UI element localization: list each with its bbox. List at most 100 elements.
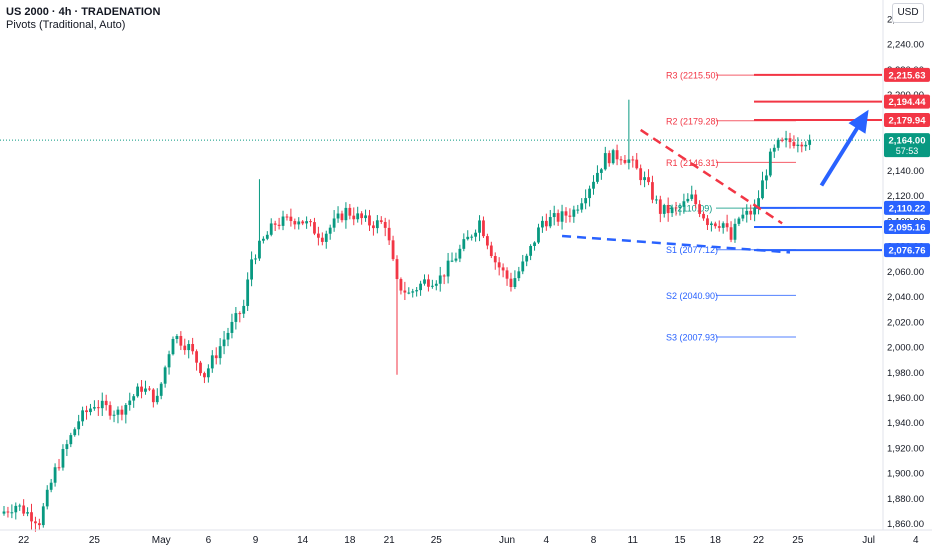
candle-body <box>505 270 509 279</box>
candle-body <box>489 245 493 257</box>
candle-body <box>517 271 521 279</box>
candle <box>635 153 639 170</box>
candle-body <box>206 368 210 378</box>
candle <box>159 382 163 400</box>
candle <box>674 201 678 216</box>
candle-body <box>493 256 497 263</box>
candle-body <box>372 225 375 229</box>
candle <box>721 221 725 234</box>
candle <box>599 167 603 180</box>
candle-body <box>203 373 206 378</box>
levels-layer: R3 (2215.50)R2 (2179.28)R1 (2146.31)P (2… <box>0 71 882 343</box>
candle <box>694 189 698 209</box>
candle <box>623 155 627 165</box>
price-axis-tag: 2,110.22 <box>884 200 930 215</box>
candle-body <box>116 409 120 415</box>
candle-body <box>627 159 631 163</box>
candle <box>242 299 246 318</box>
candle <box>14 502 18 520</box>
candle-body <box>544 220 548 227</box>
candle <box>37 518 41 531</box>
candle-body <box>548 217 552 227</box>
candle <box>493 252 497 270</box>
candle-body <box>368 215 371 226</box>
candle-body <box>721 223 725 228</box>
candle-body <box>108 405 112 416</box>
candle <box>462 233 466 252</box>
candle-body <box>144 388 147 392</box>
candle-body <box>713 223 717 227</box>
candle <box>57 458 61 471</box>
candle-body <box>706 218 709 226</box>
candle-body <box>301 221 305 224</box>
candle-body <box>482 220 485 237</box>
candle <box>179 331 183 351</box>
candle <box>423 274 426 286</box>
candle-body <box>360 213 364 219</box>
candle-body <box>772 147 776 152</box>
symbol-title[interactable]: US 2000 · 4h · TRADENATION <box>6 6 161 18</box>
candle-body <box>580 203 584 210</box>
candle-body <box>246 279 250 306</box>
candle-body <box>485 236 489 246</box>
candle <box>411 288 415 298</box>
candle-body <box>796 144 800 147</box>
candle-body <box>317 233 320 238</box>
candle <box>22 499 26 517</box>
indicator-legend[interactable]: Pivots (Traditional, Auto) <box>6 19 126 31</box>
candle <box>191 337 195 355</box>
candle-body <box>37 523 41 526</box>
candle-body <box>753 207 757 215</box>
candle <box>30 503 33 530</box>
candle <box>442 274 446 285</box>
candle-body <box>269 223 273 235</box>
candle-body <box>222 339 226 347</box>
candle-body <box>710 223 713 226</box>
candle <box>765 169 768 190</box>
candle-body <box>686 198 690 202</box>
candle <box>808 134 812 151</box>
candle <box>128 392 132 411</box>
current-price-tag-bg <box>884 133 930 158</box>
candle-body <box>10 512 14 514</box>
candle-body <box>415 290 419 292</box>
candle-body <box>588 188 591 199</box>
candle-body <box>407 292 411 294</box>
price-tag-label: 2,194.44 <box>889 97 927 108</box>
candle-body <box>45 489 49 507</box>
candle-body <box>631 159 635 161</box>
candle-body <box>533 242 536 246</box>
candle <box>246 272 250 312</box>
candle <box>615 144 619 166</box>
candle <box>187 340 191 359</box>
candle-body <box>89 408 92 413</box>
candle-body <box>179 335 183 346</box>
candle-body <box>560 211 564 222</box>
candle <box>556 209 560 226</box>
candle <box>485 233 489 250</box>
candle <box>285 213 289 221</box>
candle-body <box>195 351 198 363</box>
candle-body <box>293 221 297 225</box>
time-tick-label: 21 <box>384 535 396 546</box>
candle-body <box>104 400 108 406</box>
currency-button[interactable]: USD <box>892 3 924 23</box>
price-tag-bg <box>884 243 930 258</box>
time-tick-label: 22 <box>753 535 765 546</box>
candle <box>167 350 171 375</box>
candle <box>505 267 509 286</box>
candle-body <box>552 213 556 218</box>
candle <box>340 210 344 223</box>
candle <box>65 439 69 457</box>
candle <box>537 223 540 244</box>
candle <box>434 280 438 291</box>
candle <box>328 224 332 240</box>
candle <box>289 208 293 227</box>
candle <box>100 392 104 416</box>
candle-body <box>65 444 69 450</box>
candle <box>662 203 666 218</box>
candle <box>348 203 352 220</box>
candle-body <box>6 511 10 513</box>
candle <box>482 216 485 238</box>
